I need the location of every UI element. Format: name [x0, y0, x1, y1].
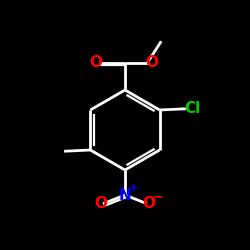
- Text: +: +: [128, 183, 138, 193]
- Text: O: O: [145, 55, 158, 70]
- Text: N: N: [119, 188, 132, 202]
- Text: O: O: [90, 55, 103, 70]
- Text: O: O: [142, 196, 156, 211]
- Text: O: O: [94, 196, 108, 211]
- Text: −: −: [152, 190, 163, 204]
- Text: Cl: Cl: [184, 101, 200, 116]
